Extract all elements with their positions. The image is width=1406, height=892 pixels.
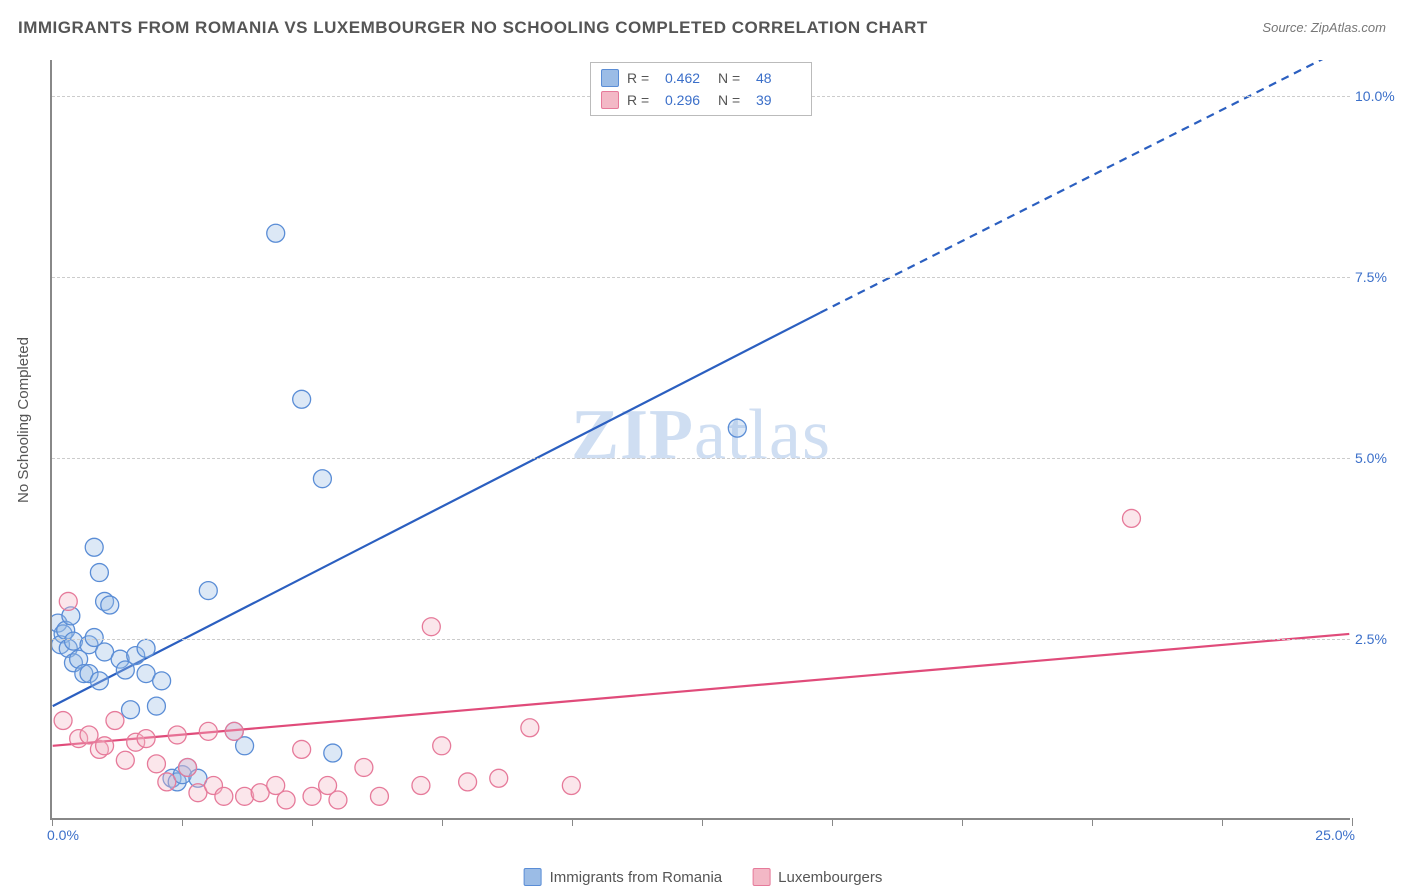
y-tick-label: 10.0% xyxy=(1355,88,1405,104)
data-point-series1 xyxy=(122,701,140,719)
data-point-series1 xyxy=(64,632,82,650)
legend-row-series1: R = 0.462 N = 48 xyxy=(601,67,801,89)
legend-item-series2: Luxembourgers xyxy=(752,868,882,886)
data-point-series2 xyxy=(521,719,539,737)
legend-item-series1: Immigrants from Romania xyxy=(524,868,723,886)
data-point-series1 xyxy=(147,697,165,715)
data-point-series1 xyxy=(90,564,108,582)
source-attribution: Source: ZipAtlas.com xyxy=(1262,20,1386,35)
data-point-series2 xyxy=(277,791,295,809)
x-tick xyxy=(832,818,833,826)
swatch-series2-bottom xyxy=(752,868,770,886)
data-point-series1 xyxy=(85,538,103,556)
data-point-series2 xyxy=(199,722,217,740)
r-label: R = xyxy=(627,92,657,108)
chart-title: IMMIGRANTS FROM ROMANIA VS LUXEMBOURGER … xyxy=(18,18,928,38)
data-point-series1 xyxy=(728,419,746,437)
chart-svg xyxy=(52,60,1350,818)
grid-line xyxy=(52,639,1350,640)
data-point-series2 xyxy=(459,773,477,791)
x-tick xyxy=(52,818,53,826)
series2-label: Luxembourgers xyxy=(778,869,882,886)
data-point-series2 xyxy=(54,712,72,730)
swatch-series1 xyxy=(601,69,619,87)
x-tick xyxy=(1092,818,1093,826)
data-point-series2 xyxy=(236,787,254,805)
data-point-series2 xyxy=(158,773,176,791)
data-point-series2 xyxy=(147,755,165,773)
data-point-series2 xyxy=(116,751,134,769)
data-point-series2 xyxy=(225,722,243,740)
data-point-series2 xyxy=(293,740,311,758)
swatch-series1-bottom xyxy=(524,868,542,886)
data-point-series2 xyxy=(179,758,197,776)
data-point-series2 xyxy=(106,712,124,730)
n-value-series2: 39 xyxy=(756,92,801,108)
data-point-series2 xyxy=(355,758,373,776)
r-label: R = xyxy=(627,70,657,86)
x-tick xyxy=(1222,818,1223,826)
data-point-series2 xyxy=(422,618,440,636)
data-point-series1 xyxy=(293,390,311,408)
n-label: N = xyxy=(718,92,748,108)
data-point-series1 xyxy=(313,470,331,488)
y-axis-label: No Schooling Completed xyxy=(15,337,32,503)
data-point-series1 xyxy=(153,672,171,690)
x-tick xyxy=(962,818,963,826)
data-point-series2 xyxy=(329,791,347,809)
y-tick-label: 5.0% xyxy=(1355,450,1405,466)
plot-area: ZIPatlas R = 0.462 N = 48 R = 0.296 N = … xyxy=(50,60,1350,820)
n-label: N = xyxy=(718,70,748,86)
trend-line-series2 xyxy=(53,634,1350,746)
trend-line-series1 xyxy=(53,313,821,706)
data-point-series1 xyxy=(137,639,155,657)
data-point-series2 xyxy=(1122,509,1140,527)
x-tick xyxy=(312,818,313,826)
legend-row-series2: R = 0.296 N = 39 xyxy=(601,89,801,111)
correlation-legend: R = 0.462 N = 48 R = 0.296 N = 39 xyxy=(590,62,812,116)
source-label: Source: xyxy=(1262,20,1307,35)
x-tick xyxy=(182,818,183,826)
data-point-series2 xyxy=(137,730,155,748)
data-point-series1 xyxy=(199,582,217,600)
swatch-series2 xyxy=(601,91,619,109)
y-tick-label: 2.5% xyxy=(1355,631,1405,647)
n-value-series1: 48 xyxy=(756,70,801,86)
x-min-label: 0.0% xyxy=(47,827,79,843)
grid-line xyxy=(52,277,1350,278)
r-value-series1: 0.462 xyxy=(665,70,710,86)
grid-line xyxy=(52,458,1350,459)
trend-line-dashed-series1 xyxy=(820,60,1349,313)
data-point-series1 xyxy=(324,744,342,762)
series-legend: Immigrants from Romania Luxembourgers xyxy=(524,868,883,886)
x-max-label: 25.0% xyxy=(1315,827,1355,843)
data-point-series2 xyxy=(370,787,388,805)
data-point-series2 xyxy=(562,777,580,795)
data-point-series2 xyxy=(59,592,77,610)
data-point-series1 xyxy=(267,224,285,242)
x-tick xyxy=(442,818,443,826)
data-point-series1 xyxy=(90,672,108,690)
x-tick xyxy=(1352,818,1353,826)
data-point-series2 xyxy=(96,737,114,755)
r-value-series2: 0.296 xyxy=(665,92,710,108)
data-point-series2 xyxy=(433,737,451,755)
data-point-series2 xyxy=(215,787,233,805)
source-value: ZipAtlas.com xyxy=(1311,20,1386,35)
data-point-series2 xyxy=(303,787,321,805)
data-point-series2 xyxy=(490,769,508,787)
x-tick xyxy=(572,818,573,826)
data-point-series2 xyxy=(168,726,186,744)
x-tick xyxy=(702,818,703,826)
data-point-series2 xyxy=(412,777,430,795)
y-tick-label: 7.5% xyxy=(1355,269,1405,285)
series1-label: Immigrants from Romania xyxy=(550,869,723,886)
data-point-series1 xyxy=(101,596,119,614)
